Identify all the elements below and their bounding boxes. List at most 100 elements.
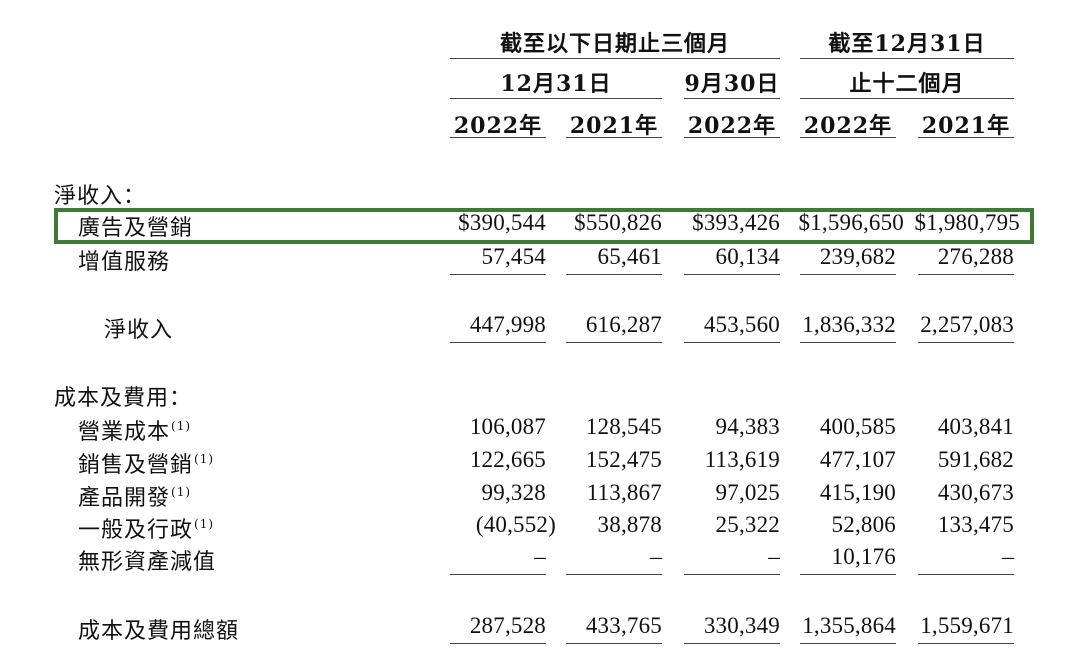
- row-general-admin-value: 52,806: [831, 512, 896, 537]
- header-year-5: 2021年: [921, 113, 1011, 139]
- row-label-text: 銷售及營銷: [78, 453, 194, 478]
- row-vas-value: 276,288: [937, 244, 1014, 269]
- subtotal-rule: [918, 574, 1014, 575]
- footnote-marker: (1): [194, 452, 215, 466]
- row-product-dev-value: 99,328: [481, 480, 546, 505]
- header-rule-3d: [800, 137, 896, 138]
- header-year-3: 2022年: [687, 113, 777, 139]
- row-impairment-value: –: [768, 544, 780, 569]
- footnote-marker: (1): [194, 517, 215, 531]
- header-rule-1b: [800, 58, 1014, 59]
- row-product-dev-value: 415,190: [819, 480, 896, 505]
- header-rule-1a: [450, 58, 780, 59]
- row-product-dev-value: 97,025: [715, 480, 780, 505]
- total-rule: [684, 643, 780, 644]
- row-impairment-label: 無形資產減值: [78, 550, 217, 575]
- subtotal-rule: [566, 274, 662, 275]
- row-label-text: 營業成本: [78, 420, 171, 445]
- total-rule: [450, 342, 546, 343]
- total-rule: [450, 643, 546, 644]
- row-label-text: 一般及行政: [78, 518, 194, 543]
- total-rule: [918, 643, 1014, 644]
- row-sales-marketing-value: 591,682: [937, 447, 1014, 472]
- row-vas-value: 65,461: [597, 244, 662, 269]
- row-impairment-value: –: [534, 544, 546, 569]
- row-total-costs-value: 1,559,671: [920, 613, 1014, 638]
- row-advertising-value: $550,826: [574, 210, 662, 235]
- section-costs-title: 成本及費用：: [54, 386, 193, 411]
- row-sales-marketing-value: 122,665: [469, 447, 546, 472]
- row-general-admin-value: (40,552): [475, 512, 556, 537]
- row-sales-marketing-label: 銷售及營銷(1): [78, 447, 214, 479]
- row-total-costs-value: 287,528: [469, 613, 546, 638]
- row-advertising-value: $1,980,795: [914, 210, 1020, 235]
- row-total-costs-value: 433,765: [585, 613, 662, 638]
- row-net-revenue-value: 447,998: [469, 312, 546, 337]
- footnote-marker: (1): [171, 485, 192, 499]
- row-label-text: 產品開發: [78, 486, 171, 511]
- total-rule: [800, 643, 896, 644]
- subtotal-rule: [566, 574, 662, 575]
- subtotal-rule: [450, 274, 546, 275]
- row-advertising-label: 廣告及營銷: [78, 216, 194, 241]
- row-cost-of-revenue-value: 128,545: [585, 414, 662, 439]
- total-rule: [918, 342, 1014, 343]
- row-total-costs-label: 成本及費用總額: [78, 619, 240, 644]
- row-advertising-value: $390,544: [458, 210, 546, 235]
- row-general-admin-label: 一般及行政(1): [78, 512, 214, 544]
- row-total-costs-value: 1,355,864: [802, 613, 896, 638]
- header-twelve-sub: 止十二個月: [849, 71, 965, 97]
- header-dec31: 12月31日: [500, 71, 612, 97]
- footnote-marker: (1): [171, 419, 192, 433]
- header-rule-2c: [800, 98, 1014, 99]
- header-twelve-months: 截至12月31日: [828, 31, 986, 57]
- header-rule-3e: [918, 137, 1014, 138]
- row-general-admin-value: 133,475: [937, 512, 1014, 537]
- row-cost-of-revenue-value: 94,383: [715, 414, 780, 439]
- subtotal-rule: [450, 574, 546, 575]
- subtotal-rule: [684, 574, 780, 575]
- row-net-revenue-label: 淨收入: [104, 318, 174, 343]
- total-rule: [684, 342, 780, 343]
- row-sales-marketing-value: 113,619: [704, 447, 780, 472]
- header-rule-2b: [684, 98, 780, 99]
- header-rule-3c: [684, 137, 780, 138]
- row-product-dev-value: 113,867: [586, 480, 662, 505]
- header-year-1: 2022年: [453, 113, 543, 139]
- total-rule: [566, 342, 662, 343]
- row-impairment-value: –: [650, 544, 662, 569]
- row-impairment-value: 10,176: [831, 544, 896, 569]
- row-vas-label: 增值服務: [78, 250, 171, 275]
- row-advertising-value: $1,596,650: [798, 210, 904, 235]
- row-general-admin-value: 25,322: [715, 512, 780, 537]
- subtotal-rule: [918, 274, 1014, 275]
- header-rule-2a: [450, 98, 662, 99]
- row-advertising-value: $393,426: [692, 210, 780, 235]
- subtotal-rule: [800, 274, 896, 275]
- row-total-costs-value: 330,349: [703, 613, 780, 638]
- subtotal-rule: [684, 274, 780, 275]
- row-cost-of-revenue-label: 營業成本(1): [78, 414, 191, 446]
- row-net-revenue-value: 453,560: [703, 312, 780, 337]
- subtotal-rule: [800, 574, 896, 575]
- row-cost-of-revenue-value: 403,841: [937, 414, 1014, 439]
- row-product-dev-value: 430,673: [937, 480, 1014, 505]
- header-rule-3b: [566, 137, 662, 138]
- total-rule: [566, 643, 662, 644]
- row-sales-marketing-value: 477,107: [819, 447, 896, 472]
- header-rule-3a: [450, 137, 546, 138]
- row-impairment-value: –: [1002, 544, 1014, 569]
- row-net-revenue-value: 2,257,083: [920, 312, 1014, 337]
- header-year-4: 2022年: [803, 113, 893, 139]
- row-general-admin-value: 38,878: [597, 512, 662, 537]
- row-product-dev-label: 產品開發(1): [78, 480, 191, 512]
- row-vas-value: 57,454: [481, 244, 546, 269]
- section-net-revenue-title: 淨收入：: [54, 184, 147, 209]
- row-cost-of-revenue-value: 106,087: [469, 414, 546, 439]
- highlight-box: [54, 208, 1034, 244]
- header-three-months: 截至以下日期止三個月: [499, 31, 730, 57]
- header-sep30: 9月30日: [684, 71, 780, 97]
- row-sales-marketing-value: 152,475: [585, 447, 662, 472]
- row-vas-value: 60,134: [715, 244, 780, 269]
- row-vas-value: 239,682: [819, 244, 896, 269]
